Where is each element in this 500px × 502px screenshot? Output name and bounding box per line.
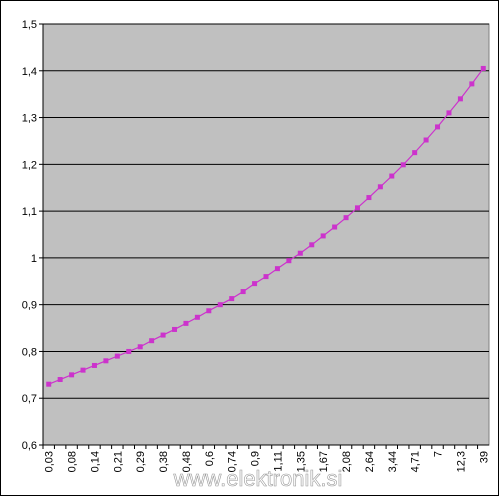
point-marker [160, 332, 166, 338]
point-marker [366, 195, 372, 201]
x-tick-label: 0,74 [227, 451, 239, 472]
point-marker [377, 184, 383, 190]
point-marker [126, 348, 132, 354]
point-marker [389, 173, 395, 179]
y-tick-label: 1,5 [22, 19, 37, 31]
point-marker [412, 150, 418, 156]
point-marker [400, 162, 406, 168]
x-tick-label: 0,38 [158, 451, 170, 472]
x-tick-label: 2,64 [364, 451, 376, 472]
x-tick-label: 0,9 [250, 451, 262, 466]
point-marker [103, 358, 109, 364]
point-marker [69, 372, 75, 378]
y-tick-label: 1 [31, 253, 37, 265]
point-marker [114, 353, 120, 359]
x-tick-label: 39 [478, 451, 490, 463]
y-tick-label: 0,8 [22, 346, 37, 358]
point-marker [172, 326, 178, 332]
point-marker [252, 281, 258, 287]
point-marker [274, 266, 280, 272]
point-marker [57, 377, 63, 383]
point-marker [480, 65, 486, 71]
x-tick-label: 1,67 [318, 451, 330, 472]
x-tick-label: 1,11 [272, 451, 284, 472]
watermark: www.elektronik.si [173, 466, 343, 491]
y-tick-label: 0,6 [22, 440, 37, 452]
y-tick-label: 0,7 [22, 393, 37, 405]
point-marker [229, 296, 235, 302]
point-marker [240, 289, 246, 295]
point-marker [80, 367, 86, 373]
point-marker [343, 215, 349, 221]
x-tick-label: 3,44 [387, 451, 399, 472]
x-tick-label: 0,48 [181, 451, 193, 472]
point-marker [194, 314, 200, 320]
x-tick-label: 0,14 [89, 451, 101, 472]
x-tick-label: 4,71 [410, 451, 422, 472]
x-tick-label: 0,08 [67, 451, 79, 472]
point-marker [263, 274, 269, 280]
x-tick-label: 0,03 [44, 451, 56, 472]
y-tick-label: 1,3 [22, 113, 37, 125]
y-tick-label: 0,9 [22, 300, 37, 312]
y-tick-label: 1,2 [22, 159, 37, 171]
point-marker [149, 338, 155, 344]
x-tick-label: 12,3 [455, 451, 467, 472]
point-marker [46, 381, 52, 387]
point-marker [320, 233, 326, 239]
y-tick-label: 1,1 [22, 206, 37, 218]
point-marker [217, 302, 223, 308]
point-marker [183, 320, 189, 326]
x-tick-label: 0,29 [135, 451, 147, 472]
x-tick-label: 2,08 [341, 451, 353, 472]
point-marker [309, 242, 315, 248]
plot-area [42, 23, 490, 446]
point-marker [286, 258, 292, 264]
point-marker [457, 96, 463, 102]
point-marker [137, 344, 143, 350]
point-marker [91, 362, 97, 368]
point-marker [206, 308, 212, 314]
point-marker [423, 137, 429, 143]
x-tick-label: 0,6 [204, 451, 216, 466]
point-marker [332, 224, 338, 230]
x-tick-label: 7 [433, 451, 445, 457]
point-marker [354, 205, 360, 211]
point-marker [446, 110, 452, 116]
point-marker [435, 124, 441, 130]
y-tick-label: 1,4 [22, 66, 37, 78]
x-tick-label: 0,21 [112, 451, 124, 472]
point-marker [469, 81, 475, 87]
x-tick-label: 1,35 [295, 451, 307, 472]
point-marker [297, 250, 303, 256]
